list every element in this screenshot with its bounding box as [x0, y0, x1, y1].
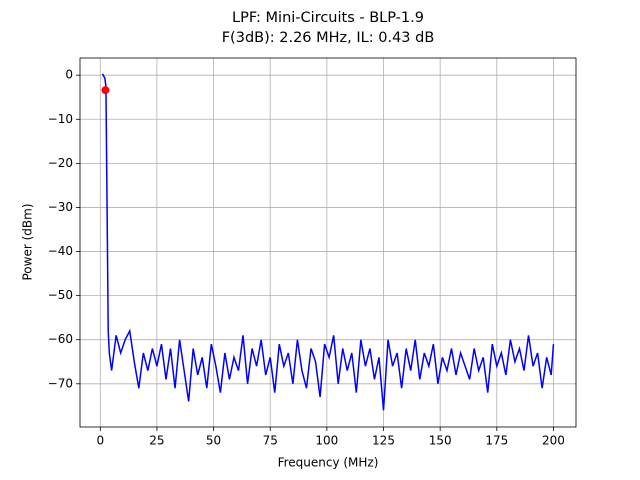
y-tick-label: −60	[48, 332, 73, 346]
x-axis-label: Frequency (MHz)	[278, 456, 379, 470]
chart-title: LPF: Mini-Circuits - BLP-1.9	[232, 10, 424, 26]
y-tick-label: 0	[65, 68, 73, 82]
x-tick-label: 150	[429, 434, 452, 448]
x-tick-label: 75	[263, 434, 278, 448]
plot-frame	[79, 57, 577, 428]
marker-point	[101, 86, 110, 95]
x-tick-label: 200	[542, 434, 565, 448]
x-tick-label: 50	[206, 434, 221, 448]
x-tick-label: 0	[96, 434, 104, 448]
x-tick-label: 25	[149, 434, 164, 448]
y-tick-label: −50	[48, 288, 73, 302]
x-tick-label: 100	[315, 434, 338, 448]
x-tick-label: 125	[372, 434, 395, 448]
y-tick-label: −10	[48, 112, 73, 126]
chart-subtitle: F(3dB): 2.26 MHz, IL: 0.43 dB	[222, 30, 435, 46]
data-line	[101, 73, 555, 411]
y-axis-label: Power (dBm)	[21, 204, 35, 281]
y-tick-label: −40	[48, 244, 73, 258]
x-tick-label: 175	[485, 434, 508, 448]
y-tick-label: −30	[48, 200, 73, 214]
y-tick-label: −70	[48, 376, 73, 390]
y-tick-label: −20	[48, 156, 73, 170]
